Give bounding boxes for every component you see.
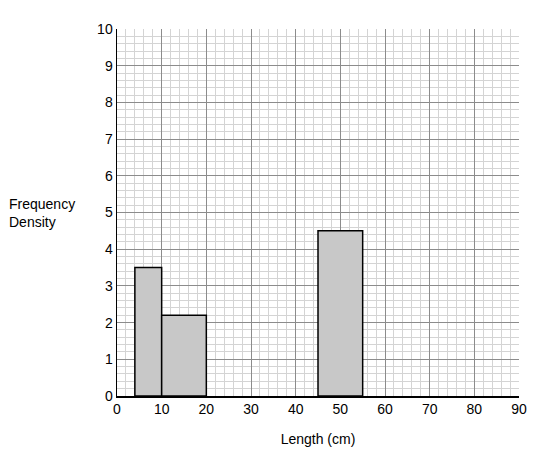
- svg-text:70: 70: [422, 401, 438, 417]
- svg-text:40: 40: [288, 401, 304, 417]
- svg-text:60: 60: [377, 401, 393, 417]
- svg-text:Length (cm): Length (cm): [281, 431, 356, 447]
- svg-text:90: 90: [511, 401, 527, 417]
- svg-text:6: 6: [105, 168, 113, 184]
- svg-text:30: 30: [243, 401, 259, 417]
- svg-text:7: 7: [105, 131, 113, 147]
- svg-text:0: 0: [105, 388, 113, 404]
- svg-text:1: 1: [105, 351, 113, 367]
- svg-text:20: 20: [199, 401, 215, 417]
- svg-text:8: 8: [105, 94, 113, 110]
- svg-text:FrequencyDensity: FrequencyDensity: [9, 196, 75, 230]
- svg-text:3: 3: [105, 278, 113, 294]
- svg-text:2: 2: [105, 315, 113, 331]
- svg-text:5: 5: [105, 204, 113, 220]
- svg-text:9: 9: [105, 58, 113, 74]
- svg-text:80: 80: [467, 401, 483, 417]
- svg-text:10: 10: [154, 401, 170, 417]
- svg-text:0: 0: [113, 401, 121, 417]
- svg-text:10: 10: [97, 21, 113, 37]
- svg-text:50: 50: [333, 401, 349, 417]
- svg-text:4: 4: [105, 241, 113, 257]
